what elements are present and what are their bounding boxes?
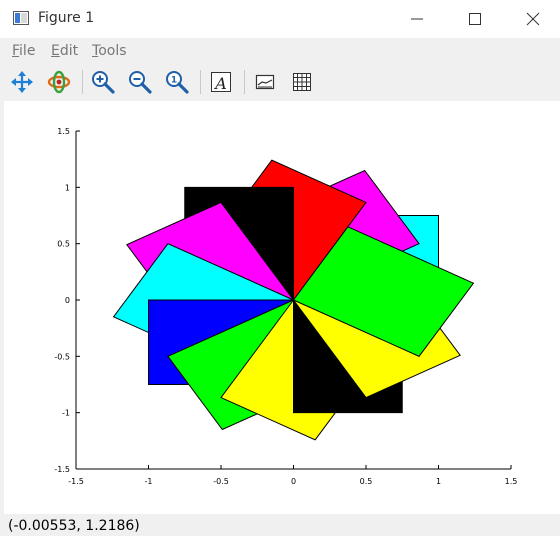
minimize-button[interactable] (394, 0, 440, 38)
window-title: Figure 1 (38, 10, 95, 26)
y-tick-label: -1.5 (54, 465, 70, 474)
zoom-out-button[interactable] (126, 68, 154, 96)
y-tick-label: -1 (62, 409, 70, 418)
y-tick-label: 0.5 (57, 240, 70, 249)
text-icon: A (211, 72, 231, 93)
menu-bar: File Edit Tools (0, 38, 560, 64)
axes-box-icon (255, 74, 275, 90)
title-bar: Figure 1 (0, 0, 560, 39)
maximize-button[interactable] (452, 0, 498, 38)
cursor-coordinates: (-0.00553, 1.2186) (8, 518, 140, 534)
axes-box-button[interactable] (251, 68, 279, 96)
zoom-reset-button[interactable]: 1 (163, 68, 191, 96)
close-icon (526, 12, 540, 26)
y-ticks: 1.5 1 0.5 0 -0.5 -1 -1.5 (54, 127, 80, 474)
menu-file-accelerator: F (12, 43, 20, 59)
x-tick-label: -0.5 (213, 477, 229, 486)
zoom-out-icon (129, 71, 152, 94)
menu-edit-accelerator: E (51, 43, 60, 59)
status-bar: (-0.00553, 1.2186) (0, 514, 560, 536)
menu-tools-accelerator: T (92, 43, 99, 59)
y-tick-label: 1 (65, 183, 70, 192)
polygon-group (112, 159, 475, 441)
x-tick-label: 1.5 (505, 477, 518, 486)
x-tick-label: -1.5 (68, 477, 84, 486)
svg-text:A: A (213, 74, 227, 93)
y-tick-label: 0 (65, 296, 70, 305)
y-tick-label: 1.5 (57, 127, 70, 136)
rotate-icon (47, 70, 71, 94)
y-tick-label: -0.5 (54, 352, 70, 361)
x-tick-label: 0 (291, 477, 296, 486)
toolbar-separator (200, 70, 201, 94)
toolbar: 1 A (0, 64, 560, 100)
figure-canvas[interactable]: -1.5 -1 -0.5 0 0.5 1 1.5 1.5 1 0.5 0 -0.5 -1 -1.5 (4, 101, 560, 514)
toolbar-separator (82, 70, 83, 94)
x-tick-label: 0.5 (360, 477, 373, 486)
zoom-in-button[interactable] (89, 68, 117, 96)
rectangle-polygon-330 (292, 226, 475, 357)
text-button[interactable]: A (207, 68, 235, 96)
plot-area[interactable]: -1.5 -1 -0.5 0 0.5 1 1.5 1.5 1 0.5 0 -0.5 -1 -1.5 (4, 101, 560, 514)
menu-edit[interactable]: Edit (51, 43, 78, 59)
pan-icon (11, 71, 33, 93)
x-tick-label: -1 (145, 477, 153, 486)
grid-button[interactable] (288, 68, 316, 96)
close-button[interactable] (510, 0, 556, 38)
zoom-in-icon (92, 71, 115, 94)
svg-text:1: 1 (171, 76, 177, 86)
app-window-icon (13, 11, 29, 25)
maximize-icon (469, 13, 481, 25)
menu-tools[interactable]: Tools (92, 43, 127, 59)
grid-icon (293, 73, 311, 91)
x-ticks: -1.5 -1 -0.5 0 0.5 1 1.5 (68, 465, 517, 486)
zoom-reset-icon: 1 (166, 71, 189, 94)
toolbar-separator (244, 70, 245, 94)
rotate-button[interactable] (45, 68, 73, 96)
minimize-icon (411, 18, 423, 20)
menu-edit-label: dit (59, 43, 79, 59)
pan-button[interactable] (8, 68, 36, 96)
menu-tools-label: ools (98, 43, 127, 59)
x-tick-label: 1 (436, 477, 441, 486)
menu-file[interactable]: File (12, 43, 35, 59)
menu-file-label: ile (19, 43, 36, 59)
